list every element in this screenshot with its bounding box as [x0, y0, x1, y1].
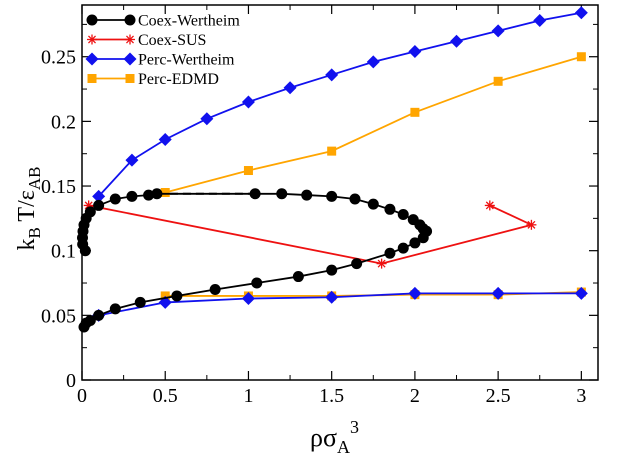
y-axis-label: kB T/εAB [14, 167, 44, 251]
data-point-coex-wertheim [134, 296, 146, 308]
data-point-perc-wertheim [408, 45, 422, 59]
data-point-coex-wertheim [276, 188, 288, 200]
legend-label: Coex-SUS [138, 32, 206, 49]
data-point-coex-wertheim [397, 208, 409, 220]
data-point-perc-edmd [243, 166, 253, 176]
data-point-coex-wertheim [109, 193, 121, 205]
data-point-coex-wertheim [367, 198, 379, 210]
data-point-perc-wertheim-low [574, 286, 588, 300]
x-axis-label: ρσA3 [310, 417, 359, 455]
legend-marker [85, 52, 99, 66]
data-point-perc-wertheim [158, 132, 172, 146]
x-tick-label: 1.5 [319, 385, 344, 407]
legend: Coex-Wertheim Coex-SUS Perc-Wertheim Perc-E… [85, 13, 240, 88]
data-point-coex-wertheim [93, 309, 105, 321]
legend-label: Perc-Wertheim [138, 52, 235, 69]
data-point-coex-wertheim [84, 206, 96, 218]
data-point-coex-wertheim [397, 242, 409, 254]
data-point-perc-wertheim [283, 81, 297, 95]
data-point-coex-sus [376, 258, 387, 269]
data-point-coex-wertheim [249, 188, 261, 200]
data-point-coex-wertheim [209, 283, 221, 295]
x-tick-label: 1 [243, 385, 253, 407]
series-coex-wertheim [76, 188, 433, 333]
y-tick-label: 0.2 [51, 111, 76, 133]
legend-marker [87, 34, 97, 45]
legend-marker [124, 14, 136, 26]
y-tick-label: 0.1 [51, 241, 76, 263]
series-perc-wertheim-low [92, 286, 588, 322]
data-point-coex-wertheim [171, 290, 183, 302]
plot-frame [81, 4, 599, 381]
data-point-coex-wertheim [301, 189, 313, 201]
data-point-perc-wertheim-low [408, 286, 422, 300]
legend-item-perc-edmd: Perc-EDMD [87, 71, 219, 88]
y-tick-label: 0 [66, 370, 76, 392]
legend-item-perc-wertheim: Perc-Wertheim [85, 52, 235, 69]
series-layer [76, 6, 588, 333]
data-point-coex-wertheim [409, 237, 421, 249]
data-point-coex-wertheim [384, 203, 396, 215]
y-tick-label: 0.25 [41, 47, 76, 69]
legend-label: Coex-Wertheim [138, 13, 240, 30]
data-point-perc-wertheim [366, 55, 380, 69]
data-point-perc-wertheim [92, 189, 106, 203]
data-point-perc-wertheim [491, 24, 505, 38]
x-tick-label: 2 [410, 385, 420, 407]
x-tick-label: 2.5 [486, 385, 511, 407]
y-tick-label: 0.05 [41, 305, 76, 327]
legend-marker [125, 34, 135, 45]
data-point-coex-wertheim [109, 303, 121, 315]
series-line-perc-edmd [164, 55, 582, 194]
series-perc-edmd [160, 52, 586, 197]
data-point-perc-wertheim-low [241, 292, 255, 306]
x-tick-label: 3 [576, 385, 586, 407]
data-point-perc-wertheim [325, 68, 339, 82]
data-point-coex-wertheim [351, 258, 363, 270]
series-line-coex-sus [88, 204, 535, 265]
legend-marker [87, 74, 97, 83]
data-point-coex-wertheim [143, 189, 155, 201]
data-point-perc-edmd [327, 146, 337, 156]
data-point-coex-wertheim [78, 321, 90, 333]
data-point-perc-wertheim-low [325, 290, 339, 304]
data-point-coex-wertheim [93, 199, 105, 211]
data-point-perc-wertheim [450, 34, 464, 48]
legend-item-coex-wertheim: Coex-Wertheim [86, 13, 240, 30]
data-point-coex-wertheim [417, 232, 429, 244]
x-tick-label: 0.5 [153, 385, 178, 407]
series-coex-sus [83, 200, 537, 269]
data-point-coex-wertheim [326, 264, 338, 276]
data-point-perc-edmd [576, 52, 586, 62]
data-point-perc-edmd [410, 107, 420, 117]
y-tick-label: 0.15 [41, 176, 76, 198]
data-point-coex-sus [526, 219, 537, 230]
data-point-coex-wertheim [349, 193, 361, 205]
data-point-perc-wertheim [533, 14, 547, 28]
legend-marker [123, 52, 137, 66]
x-tick-label: 0 [77, 385, 87, 407]
legend-marker [125, 74, 135, 83]
series-perc-wertheim [92, 6, 588, 203]
data-point-coex-wertheim [292, 271, 304, 283]
data-point-coex-wertheim [251, 277, 263, 289]
data-point-perc-edmd [493, 76, 503, 86]
data-point-coex-wertheim [384, 247, 396, 259]
data-point-coex-sus [484, 200, 495, 211]
data-point-perc-edmd [160, 188, 170, 197]
data-point-perc-wertheim [574, 6, 588, 20]
data-point-perc-wertheim [200, 112, 214, 126]
data-point-perc-wertheim [241, 95, 255, 109]
data-point-coex-wertheim [126, 190, 138, 202]
legend-marker [86, 14, 98, 26]
legend-item-coex-sus: Coex-SUS [87, 32, 206, 49]
data-point-perc-wertheim-low [491, 286, 505, 300]
legend-label: Perc-EDMD [138, 71, 219, 88]
data-point-coex-wertheim [151, 188, 163, 200]
data-point-coex-wertheim [326, 190, 338, 202]
axis-ticks: 0 0.5 1 1.5 2 2.5 3 0 0.05 0.1 0.15 0.2 0.25 [41, 5, 598, 407]
data-point-perc-wertheim [125, 153, 139, 167]
